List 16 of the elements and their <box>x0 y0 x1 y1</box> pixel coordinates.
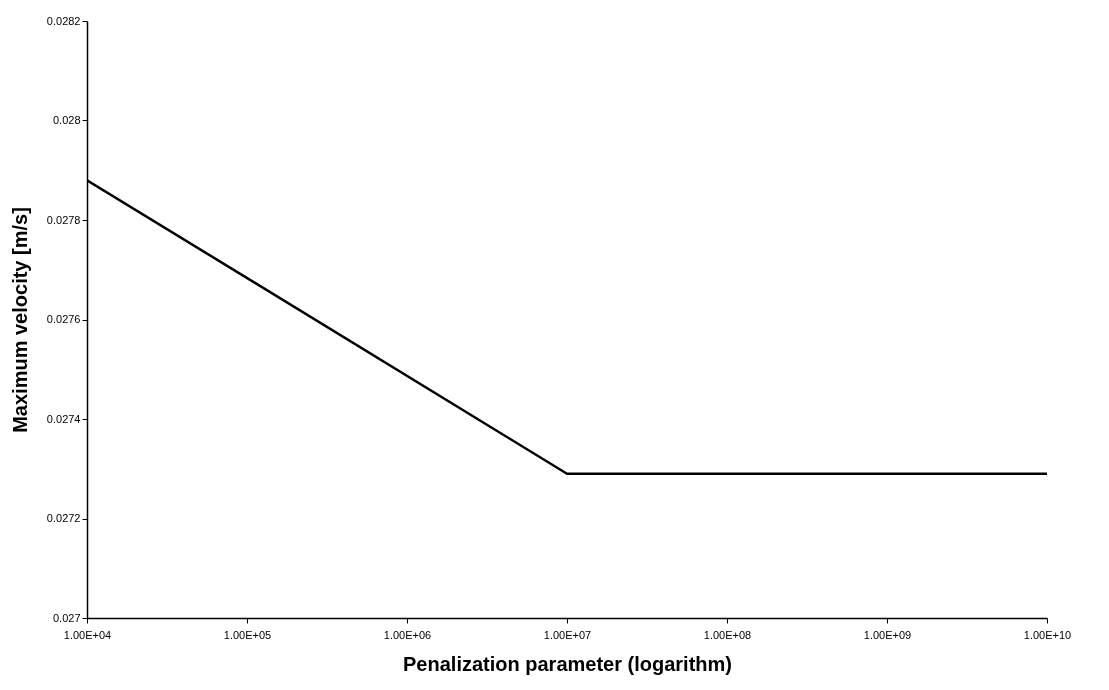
x-tick-label: 1.00E+09 <box>863 628 912 641</box>
x-tick-label: 1.00E+07 <box>543 628 592 641</box>
y-axis-title: Maximum velocity [m/s] <box>8 207 31 433</box>
x-tick-label: 1.00E+10 <box>1023 628 1072 641</box>
x-tick-label: 1.00E+05 <box>223 628 272 641</box>
y-tick-label: 0.028 <box>52 114 81 126</box>
y-tick-label: 0.0272 <box>46 512 81 524</box>
y-tick-label: 0.027 <box>52 611 81 624</box>
x-tick-label: 1.00E+06 <box>383 628 432 641</box>
y-tick-label: 0.0278 <box>46 213 81 226</box>
y-tick-label: 0.0276 <box>46 313 81 325</box>
x-tick-label: 1.00E+08 <box>703 628 752 641</box>
x-tick-label: 1.00E+04 <box>63 628 112 641</box>
y-tick-label: 0.0274 <box>46 412 81 425</box>
y-tick-label: 0.0282 <box>46 14 81 27</box>
x-axis-title: Penalization parameter (logarithm) <box>403 652 732 675</box>
